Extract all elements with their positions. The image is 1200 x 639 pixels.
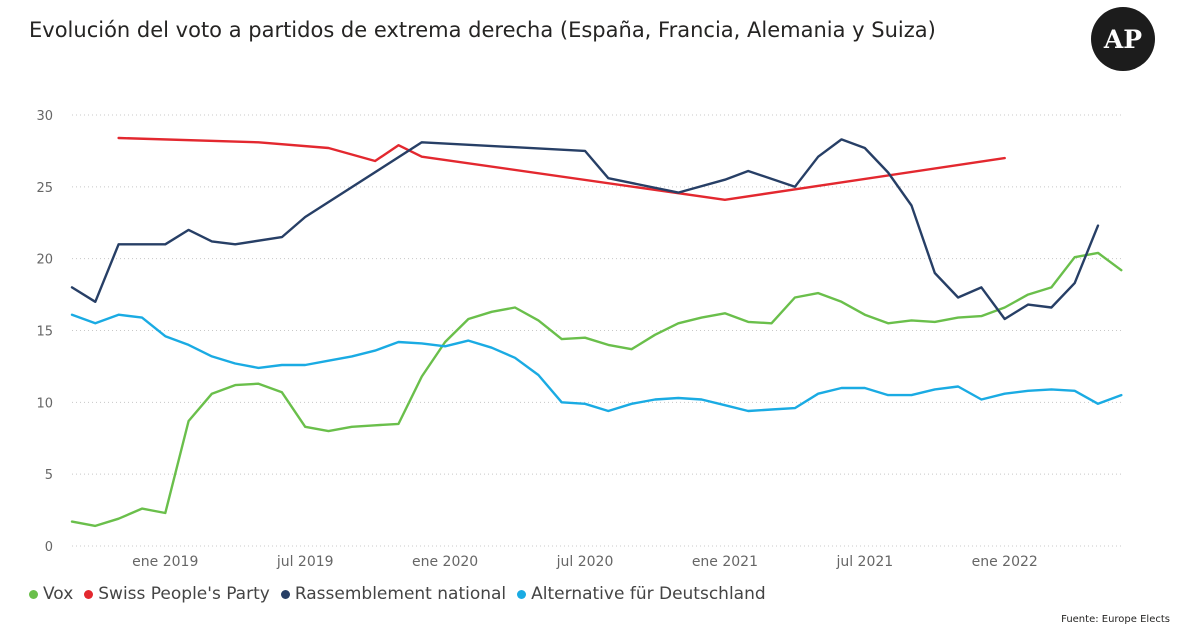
legend: Vox Swiss People's Party Rassemblement nat…	[29, 584, 777, 604]
legend-dot-icon	[84, 589, 94, 599]
y-axis: 0 5 10 15 20 25 30	[36, 109, 53, 555]
x-tick-label: ene 2019	[132, 554, 198, 570]
ap-logo: AP	[1091, 7, 1155, 71]
y-tick-label: 10	[36, 396, 53, 411]
legend-item[interactable]: Rassemblement national	[280, 584, 507, 604]
series-line-2	[70, 138, 1100, 321]
chart-title: Evolución del voto a partidos de extrema…	[29, 18, 936, 42]
legend-item[interactable]: Vox	[29, 584, 73, 604]
y-tick-label: 5	[45, 468, 53, 483]
y-tick-label: 0	[45, 540, 53, 555]
y-tick-label: 20	[36, 253, 53, 268]
legend-label: Vox	[43, 584, 74, 604]
legend-item[interactable]: Swiss People's Party	[84, 584, 270, 604]
series-line-3	[70, 313, 1123, 413]
legend-item[interactable]: Alternative für Deutschland	[517, 584, 766, 604]
y-tick-label: 25	[36, 181, 53, 196]
legend-dot-icon	[517, 589, 527, 599]
x-tick-label: jul 2020	[556, 554, 614, 570]
source-note: Fuente: Europe Elects	[1061, 614, 1170, 625]
series-line-1	[117, 136, 1006, 201]
legend-dot-icon	[29, 589, 38, 599]
x-axis: ene 2019 jul 2019 ene 2020 jul 2020 ene 2021…	[132, 554, 1038, 570]
y-tick-label: 15	[36, 325, 53, 340]
x-tick-label: ene 2020	[412, 554, 478, 570]
legend-label: Rassemblement national	[294, 584, 507, 604]
legend-label: Swiss People's Party	[98, 584, 270, 604]
x-tick-label: ene 2022	[972, 554, 1038, 570]
legend-dot-icon	[280, 589, 290, 599]
series-lines	[70, 136, 1123, 528]
series-line-0	[70, 251, 1123, 528]
y-tick-label: 30	[36, 109, 53, 124]
grid-lines	[72, 114, 1121, 547]
x-tick-label: jul 2019	[276, 554, 334, 570]
x-tick-label: jul 2021	[835, 554, 893, 570]
x-tick-label: ene 2021	[692, 554, 758, 570]
legend-label: Alternative für Deutschland	[531, 584, 766, 604]
